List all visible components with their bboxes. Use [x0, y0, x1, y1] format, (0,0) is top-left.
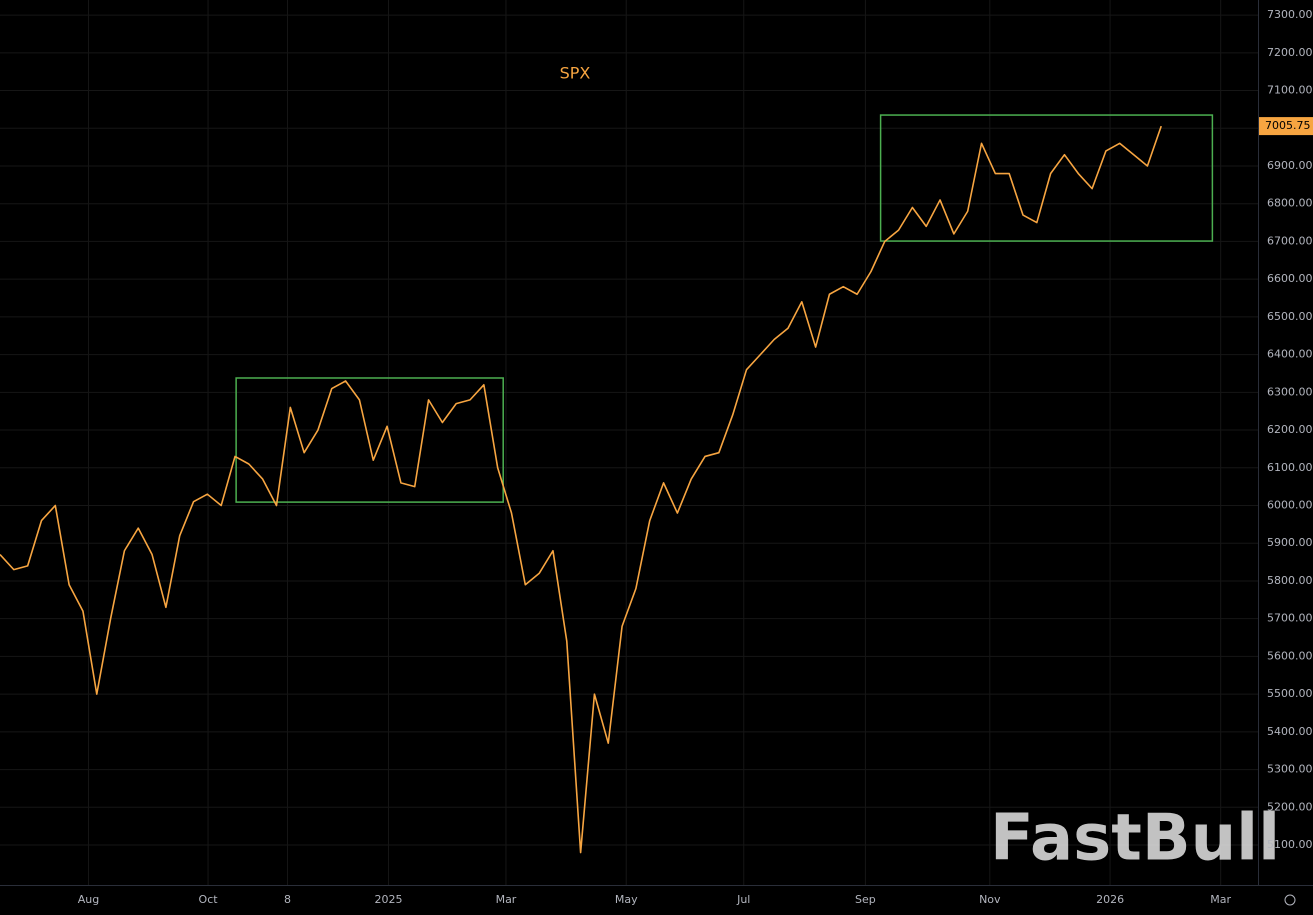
- y-tick-label: 6100.00: [1267, 461, 1313, 474]
- y-tick-label: 6200.00: [1267, 423, 1313, 436]
- y-tick-label: 5400.00: [1267, 725, 1313, 738]
- x-tick-label: Sep: [855, 893, 876, 906]
- x-tick-label: Nov: [979, 893, 1001, 906]
- last-price-label: 7005.75: [1265, 119, 1311, 132]
- y-tick-label: 5600.00: [1267, 649, 1313, 662]
- last-price-box: [1259, 117, 1313, 136]
- y-tick-label: 6800.00: [1267, 197, 1313, 210]
- y-tick-label: 7300.00: [1267, 8, 1313, 21]
- y-tick-label: 6500.00: [1267, 310, 1313, 323]
- price-line: [0, 125, 1162, 854]
- x-tick-label: 8: [284, 893, 291, 906]
- y-tick-label: 6900.00: [1267, 159, 1313, 172]
- y-tick-label: 6700.00: [1267, 234, 1313, 247]
- y-tick-label: 5500.00: [1267, 687, 1313, 700]
- x-tick-label: Aug: [78, 893, 99, 906]
- y-tick-label: 7100.00: [1267, 84, 1313, 97]
- marks: [0, 114, 1214, 854]
- y-tick-label: 5100.00: [1267, 838, 1313, 851]
- watermark: FastBull: [990, 802, 1280, 876]
- x-tick-label: May: [615, 893, 638, 906]
- grid: [0, 0, 1258, 885]
- y-tick-label: 5900.00: [1267, 536, 1313, 549]
- x-tick-label: 2026: [1096, 893, 1124, 906]
- x-tick-label: Jul: [736, 893, 750, 906]
- x-tick-label: Oct: [199, 893, 219, 906]
- chart-title: SPX: [560, 64, 591, 83]
- y-tick-label: 6400.00: [1267, 348, 1313, 361]
- highlight-box: [235, 377, 504, 503]
- y-tick-label: 5800.00: [1267, 574, 1313, 587]
- x-tick-label: Mar: [496, 893, 517, 906]
- y-tick-label: 7200.00: [1267, 46, 1313, 59]
- x-tick-label: Mar: [1210, 893, 1231, 906]
- y-tick-label: 5300.00: [1267, 763, 1313, 776]
- axes: 5100.00 5200.00 5300.00 5400.00 5500.00 5600.…: [78, 8, 1313, 906]
- y-tick-label: 6600.00: [1267, 272, 1313, 285]
- y-tick-label: 6300.00: [1267, 385, 1313, 398]
- x-tick-label: 2025: [374, 893, 402, 906]
- settings-icon[interactable]: [1284, 894, 1296, 906]
- y-tick-label: 5200.00: [1267, 800, 1313, 813]
- y-tick-label: 6000.00: [1267, 498, 1313, 511]
- y-tick-label: 5700.00: [1267, 612, 1313, 625]
- highlight-box: [879, 114, 1214, 242]
